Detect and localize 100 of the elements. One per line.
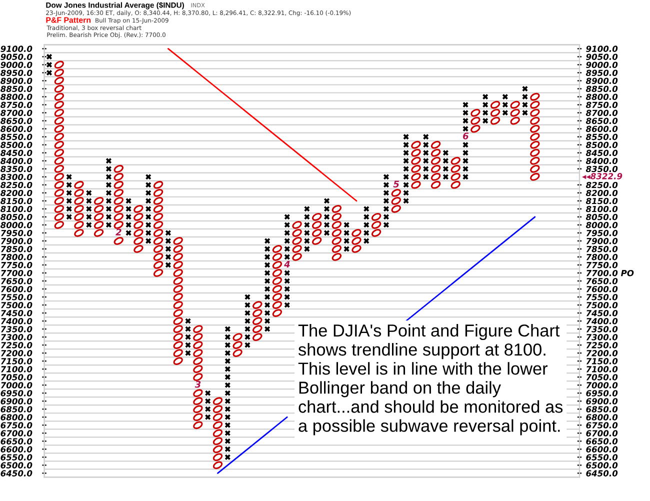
y-tick-label: 8550.0 xyxy=(0,134,32,140)
annotation: 3 xyxy=(194,380,201,388)
y-tick-label: 6800.0 xyxy=(0,414,32,420)
y2-tick-label: 6550.0 xyxy=(586,454,618,460)
y-tick-label: 7950.0 xyxy=(0,230,32,236)
y2-tick-label: 6900.0 xyxy=(586,398,618,404)
y2-tick-label: 6600.0 xyxy=(586,446,618,452)
y2-tick-label: 6800.0 xyxy=(586,414,618,420)
y-tick-label: 9050.0 xyxy=(0,54,32,60)
y2-tick-label: 7250.0 xyxy=(586,342,618,348)
y-tick-label: 7000.0 xyxy=(0,382,32,388)
y-tick-label: 8300.0 xyxy=(0,174,32,180)
y-tick-label: 7600.0 xyxy=(0,286,32,292)
y2-tick-label: 8750.0 xyxy=(586,102,618,108)
y2-tick-label: 7700.0 PO xyxy=(586,270,634,276)
y2-tick-label: 8950.0 xyxy=(586,70,618,76)
y-tick-label: 6550.0 xyxy=(0,454,32,460)
y-tick-label: 7550.0 xyxy=(0,294,32,300)
y2-tick-label: 8850.0 xyxy=(586,86,618,92)
y2-tick-label: 7150.0 xyxy=(586,358,618,364)
y-tick-label: 8250.0 xyxy=(0,182,32,188)
y-tick-label: 6500.0 xyxy=(0,462,32,468)
y-tick-label: 8750.0 xyxy=(0,102,32,108)
text: ◂◂8322.9 xyxy=(582,173,622,180)
y-tick-label: 8800.0 xyxy=(0,94,32,100)
y2-tick-label: 6950.0 xyxy=(586,390,618,396)
y2-tick-label: 7850.0 xyxy=(586,246,618,252)
y-tick-label: 8600.0 xyxy=(0,126,32,132)
y-tick-label: 7800.0 xyxy=(0,254,32,260)
y2-tick-label: 8350.0 xyxy=(586,166,618,172)
y2-tick-label: 7200.0 xyxy=(586,350,618,356)
y2-tick-label: 8200.0 xyxy=(586,190,618,196)
y-tick-label: 7700.0 xyxy=(0,270,32,276)
y2-tick-label: 8600.0 xyxy=(586,126,618,132)
y2-tick-label: 8150.0 xyxy=(586,198,618,204)
y-tick-label: 8400.0 xyxy=(0,158,32,164)
y-tick-label: 6950.0 xyxy=(0,390,32,396)
y2-tick-label: 8400.0 xyxy=(586,158,618,164)
y2-tick-label: 9100.0 xyxy=(586,46,618,52)
y-tick-label: 6900.0 xyxy=(0,398,32,404)
y-tick-label: 8050.0 xyxy=(0,214,32,220)
y-tick-label: 7250.0 xyxy=(0,342,32,348)
annotation: 5 xyxy=(393,180,399,188)
annotation: The DJIA's Point and Figure Chart shows trendline support at 8100. This level is in line with the lower Bollinger band on the daily chart...and should be monitored as a possible subwave reversal point. xyxy=(298,324,563,436)
y2-tick-label: 9050.0 xyxy=(586,54,618,60)
y-tick-label: 7500.0 xyxy=(0,302,32,308)
y2-tick-label: 8050.0 xyxy=(586,214,618,220)
y-tick-label: 6850.0 xyxy=(0,406,32,412)
y-tick-label: 8650.0 xyxy=(0,118,32,124)
y2-tick-label: 7300.0 xyxy=(586,334,618,340)
y-tick-label: 9000.0 xyxy=(0,62,32,68)
y-tick-label: 9100.0 xyxy=(0,46,32,52)
y-tick-label: 7750.0 xyxy=(0,262,32,268)
y2-tick-label: 6500.0 xyxy=(586,462,618,468)
y2-tick-label: 8800.0 xyxy=(586,94,618,100)
y2-tick-label: 7750.0 xyxy=(586,262,618,268)
y2-tick-label: 7500.0 xyxy=(586,302,618,308)
y2-tick-label: 6850.0 xyxy=(586,406,618,412)
y-tick-label: 8100.0 xyxy=(0,206,32,212)
y2-tick-label: 6750.0 xyxy=(586,422,618,428)
y2-tick-label: 7000.0 xyxy=(586,382,618,388)
y2-tick-label: 7550.0 xyxy=(586,294,618,300)
y-tick-label: 8500.0 xyxy=(0,142,32,148)
y-tick-label: 8900.0 xyxy=(0,78,32,84)
annotation: 6 xyxy=(463,132,469,140)
y2-tick-label: 8700.0 xyxy=(586,110,618,116)
y2-tick-label: 8900.0 xyxy=(586,78,618,84)
y2-tick-label: 8450.0 xyxy=(586,150,618,156)
annotation: 4 xyxy=(284,260,290,268)
y2-tick-label: 7900.0 xyxy=(586,238,618,244)
y2-tick-label: 8500.0 xyxy=(586,142,618,148)
y-tick-label: 7300.0 xyxy=(0,334,32,340)
y-tick-label: 6600.0 xyxy=(0,446,32,452)
y-tick-label: 8950.0 xyxy=(0,70,32,76)
y2-tick-label: 7600.0 xyxy=(586,286,618,292)
y-tick-label: 7650.0 xyxy=(0,278,32,284)
y-tick-label: 7900.0 xyxy=(0,238,32,244)
y-tick-label: 7350.0 xyxy=(0,326,32,332)
y-tick-label: 8700.0 xyxy=(0,110,32,116)
y-tick-label: 7100.0 xyxy=(0,366,32,372)
y-tick-label: 7400.0 xyxy=(0,318,32,324)
annotation: 2 xyxy=(116,228,122,236)
y2-tick-label: 8650.0 xyxy=(586,118,618,124)
y2-tick-label: 7950.0 xyxy=(586,230,618,236)
y2-tick-label: 7800.0 xyxy=(586,254,618,260)
y2-tick-label: 9000.0 xyxy=(586,62,618,68)
y-tick-label: 8150.0 xyxy=(0,198,32,204)
y-tick-label: 7200.0 xyxy=(0,350,32,356)
y-tick-label: 7450.0 xyxy=(0,310,32,316)
y-tick-label: 8200.0 xyxy=(0,190,32,196)
y2-tick-label: 8550.0 xyxy=(586,134,618,140)
y2-tick-label: 8100.0 xyxy=(586,206,618,212)
y-tick-label: 6700.0 xyxy=(0,430,32,436)
y-tick-label: 8850.0 xyxy=(0,86,32,92)
y-tick-label: 7050.0 xyxy=(0,374,32,380)
y-tick-label: 8350.0 xyxy=(0,166,32,172)
y-tick-label: 6450.0 xyxy=(0,470,32,476)
y-tick-label: 6650.0 xyxy=(0,438,32,444)
y-tick-label: 6750.0 xyxy=(0,422,32,428)
y2-tick-label: 7450.0 xyxy=(586,310,618,316)
